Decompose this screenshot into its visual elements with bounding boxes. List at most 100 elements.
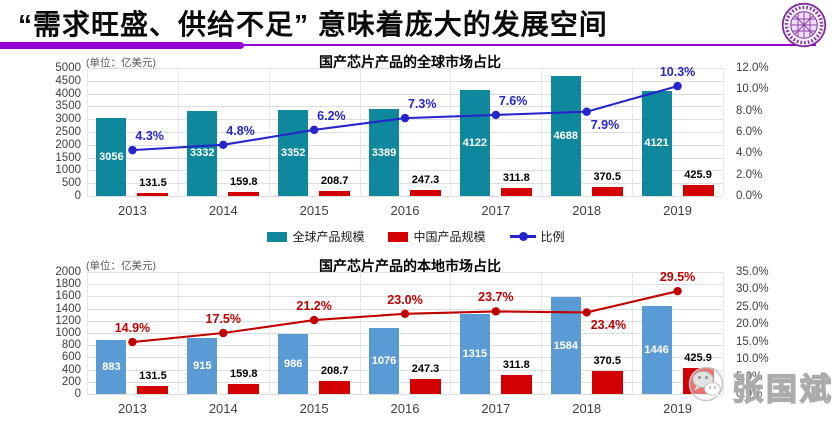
gridline-vertical	[632, 68, 634, 196]
ratio-point	[128, 145, 137, 155]
chart-title: 国产芯片产品的全球市场占比	[319, 54, 501, 70]
bar-value-label: 159.8	[230, 368, 258, 381]
ratio-value-label: 29.5%	[659, 270, 696, 285]
chart-bar	[96, 340, 127, 394]
chart-bar	[187, 338, 218, 394]
secondary-axis-tick-label: 15.0%	[736, 335, 769, 348]
gridline-vertical	[723, 68, 724, 196]
chart-title: 国产芯片产品的本地市场占比	[319, 258, 501, 274]
chart-bar	[319, 190, 351, 196]
wechat-icon	[688, 366, 724, 402]
gridline-vertical	[87, 272, 88, 394]
ratio-value-label: 23.4%	[590, 318, 627, 333]
y-axis-tick-label: 1500	[55, 151, 81, 164]
ratio-point	[400, 309, 410, 319]
chart-unit-label: (单位：亿美元)	[86, 260, 156, 272]
gridline-horizontal	[87, 320, 723, 322]
gridline-vertical	[87, 68, 88, 196]
x-axis-year-label: 2014	[208, 203, 238, 218]
gridline-horizontal	[87, 80, 723, 82]
gridline-horizontal	[87, 157, 723, 159]
chart-bar	[500, 374, 532, 394]
y-axis-tick-label: 1400	[55, 302, 81, 315]
secondary-axis-tick-label: 5.0%	[736, 370, 763, 383]
bar-value-label: 986	[283, 357, 303, 370]
ratio-value-label: 4.3%	[135, 129, 164, 144]
bar-value-label: 915	[193, 360, 212, 373]
gridline-horizontal	[87, 196, 723, 197]
secondary-axis-tick-label: 20.0%	[736, 318, 769, 331]
legend-label: 全球产品规模	[292, 230, 365, 244]
y-axis-tick-label: 800	[61, 339, 81, 352]
gridline-vertical	[268, 68, 270, 196]
gridline-horizontal	[87, 170, 723, 172]
bar-value-label: 425.9	[684, 169, 712, 182]
y-axis-tick-label: 1000	[55, 164, 81, 177]
secondary-axis-tick-label: 25.0%	[736, 300, 769, 313]
y-axis-tick-label: 500	[61, 177, 81, 190]
gridline-horizontal	[87, 357, 723, 359]
y-axis-tick-label: 1200	[55, 314, 81, 327]
bar-value-label: 370.5	[593, 170, 621, 183]
x-axis-year-label: 2019	[663, 203, 693, 218]
y-axis-tick-label: 3000	[55, 113, 81, 126]
y-axis-tick-label: 0	[74, 190, 81, 202]
y-axis-tick-label: 2500	[55, 126, 81, 138]
ratio-value-label: 4.8%	[226, 123, 255, 138]
chart-bar	[410, 378, 441, 394]
title-divider-thin	[240, 44, 816, 46]
bar-value-label: 4688	[553, 129, 578, 142]
gridline-horizontal	[87, 132, 723, 133]
gridline-vertical	[268, 272, 270, 394]
gridline-horizontal	[87, 183, 723, 185]
gridline-horizontal	[87, 308, 723, 310]
ratio-value-label: 7.9%	[590, 117, 620, 132]
gridline-horizontal	[87, 68, 723, 69]
y-axis-tick-label: 3500	[55, 100, 81, 113]
secondary-axis-tick-label: 30.0%	[736, 283, 769, 296]
x-axis-year-label: 2013	[117, 203, 147, 218]
legend-item: 中国产品规模	[388, 228, 486, 245]
ratio-point	[673, 81, 682, 91]
y-axis-tick-label: 4500	[55, 74, 81, 87]
ratio-value-label: 10.3%	[659, 65, 696, 80]
gridline-vertical	[359, 272, 361, 394]
secondary-axis-tick-label: 0.0%	[736, 388, 763, 400]
watermark-text: 张国斌	[731, 371, 832, 407]
legend-swatch-china	[388, 231, 409, 242]
chart-bar	[137, 192, 169, 196]
chart-bar	[96, 117, 127, 196]
x-axis-year-label: 2019	[663, 401, 693, 416]
gridline-vertical	[450, 272, 452, 394]
chart-bar	[228, 191, 260, 196]
bar-value-label: 311.8	[502, 172, 530, 185]
y-axis-tick-label: 2000	[55, 266, 81, 278]
title-divider-thick	[0, 42, 244, 49]
y-axis-tick-label: 4000	[55, 87, 81, 100]
x-axis-year-label: 2015	[299, 401, 329, 416]
bar-value-label: 131.5	[139, 176, 167, 189]
legend-swatch-global	[267, 231, 288, 242]
secondary-axis-tick-label: 8.0%	[736, 104, 763, 117]
bar-value-label: 247.3	[411, 173, 440, 186]
gridline-vertical	[541, 272, 543, 394]
bar-value-label: 3389	[371, 146, 397, 159]
legend-label: 中国产品规模	[413, 230, 486, 244]
ratio-value-label: 6.2%	[317, 108, 346, 123]
bar-value-label: 247.3	[411, 362, 440, 375]
x-axis-year-label: 2017	[481, 203, 511, 218]
gridline-vertical	[177, 272, 179, 394]
chart-legend: 全球产品规模 中国产品规模 比例	[0, 228, 832, 245]
bar-value-label: 208.7	[320, 365, 349, 378]
secondary-axis-tick-label: 35.0%	[736, 266, 769, 278]
slide-title: “需求旺盛、供给不足” 意味着庞大的发展空间	[18, 9, 608, 40]
chart-bar	[278, 333, 309, 394]
legend-line-swatch	[509, 232, 536, 241]
bar-value-label: 425.9	[684, 352, 712, 365]
x-axis-year-label: 2018	[572, 203, 602, 218]
bar-value-label: 311.8	[502, 358, 530, 371]
bar-value-label: 1076	[371, 355, 397, 368]
university-seal-icon	[781, 2, 827, 48]
